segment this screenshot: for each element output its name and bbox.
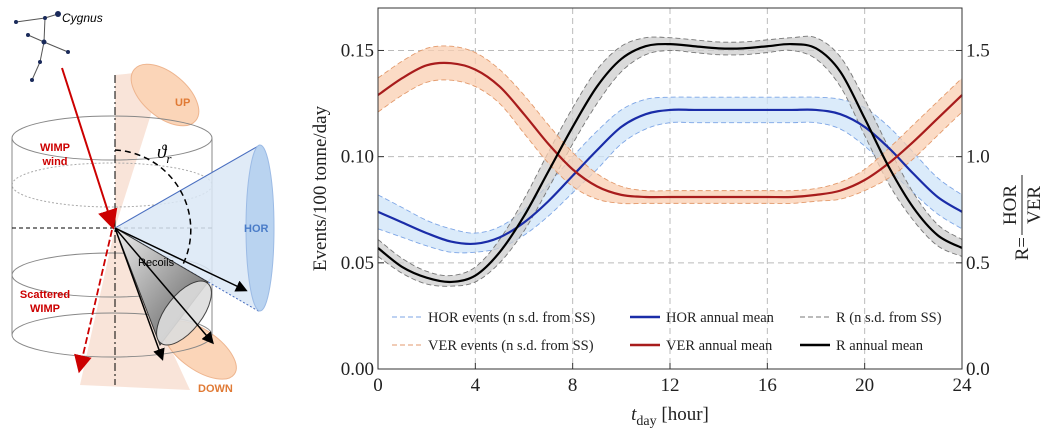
- label: UP: [175, 97, 190, 109]
- line: [377, 108, 963, 246]
- label: wind: [41, 156, 67, 168]
- chart: 0 4 8 12 16 20 24 0.00 0.05 0.10 0.15 0.0 0.5 1.0 1.5 H…: [310, 7, 1045, 429]
- legend-label: VER annual mean: [666, 338, 773, 354]
- x-tick-label: 4: [471, 375, 481, 396]
- recoil-cone-end: [156, 280, 212, 346]
- label: HOR: [244, 223, 269, 235]
- hor-cone: [115, 145, 260, 312]
- plot-frame: [377, 7, 963, 370]
- band-edge: [377, 45, 963, 192]
- recoil-arrows: [114, 227, 248, 361]
- x-label-sub: day: [636, 414, 656, 429]
- legend-label: VER events (n s.d. from SS): [428, 338, 594, 354]
- y2-axis-label: R= HOR VER: [1000, 175, 1045, 260]
- y-tick-label: 0.10: [341, 147, 374, 168]
- legend-label: HOR annual mean: [666, 310, 775, 326]
- hor-lobe: [245, 144, 275, 312]
- label: ϑr: [157, 142, 172, 166]
- up-lobe: [130, 63, 200, 127]
- x-tick-label: 12: [661, 375, 680, 396]
- wimp-arrow: [61, 67, 118, 230]
- x-label-rest: [hour]: [657, 404, 709, 425]
- y2-label-num: HOR: [1000, 185, 1021, 225]
- x-tick-label: 8: [568, 375, 578, 396]
- band-edge: [377, 121, 963, 254]
- stars: [14, 11, 70, 82]
- y-axis-label: Events/100 tonne/day: [310, 105, 331, 271]
- y-tick-label: 0.00: [341, 359, 374, 380]
- y2-tick-label: 1.5: [966, 40, 990, 61]
- band-area: [378, 45, 962, 204]
- x-axis-label: tday [hour]: [631, 404, 709, 429]
- y-tick-label: 0.15: [341, 40, 374, 61]
- label: Recoils: [138, 257, 175, 269]
- label: DOWN: [198, 383, 233, 395]
- angle-arc: [114, 149, 192, 271]
- y2-tick-label: 1.0: [966, 147, 990, 168]
- band-edge: [377, 79, 963, 205]
- diagram: Cygnus WIMP wind UP HOR ϑr Recoils Scatt…: [11, 11, 275, 395]
- legend-label: R annual mean: [836, 338, 924, 354]
- x-label-main: t: [631, 404, 637, 425]
- band-edge: [377, 49, 963, 287]
- x-tick-label: 16: [758, 375, 777, 396]
- y-tick-label: 0.05: [341, 253, 374, 274]
- y2-tick-label: 0.0: [966, 359, 990, 380]
- legend-label: R (n s.d. from SS): [836, 310, 942, 326]
- y2-tick-label: 0.5: [966, 253, 990, 274]
- scattered-arrow: [74, 229, 113, 374]
- label: Scattered: [20, 289, 70, 301]
- line: [377, 42, 963, 284]
- x-tick-label: 0: [373, 375, 383, 396]
- label: WIMP: [40, 142, 70, 154]
- y2-label-lhs: R=: [1012, 237, 1033, 260]
- x-tick-label: 24: [953, 375, 973, 396]
- label: Cygnus: [62, 11, 103, 25]
- legend-label: HOR events (n s.d. from SS): [428, 310, 595, 326]
- constellation: [15, 13, 69, 81]
- label: WIMP: [30, 303, 60, 315]
- hor-edge: [114, 144, 261, 229]
- y2-label-den: VER: [1024, 186, 1045, 224]
- band-edge: [377, 35, 963, 277]
- x-tick-label: 20: [855, 375, 874, 396]
- line: [377, 61, 963, 199]
